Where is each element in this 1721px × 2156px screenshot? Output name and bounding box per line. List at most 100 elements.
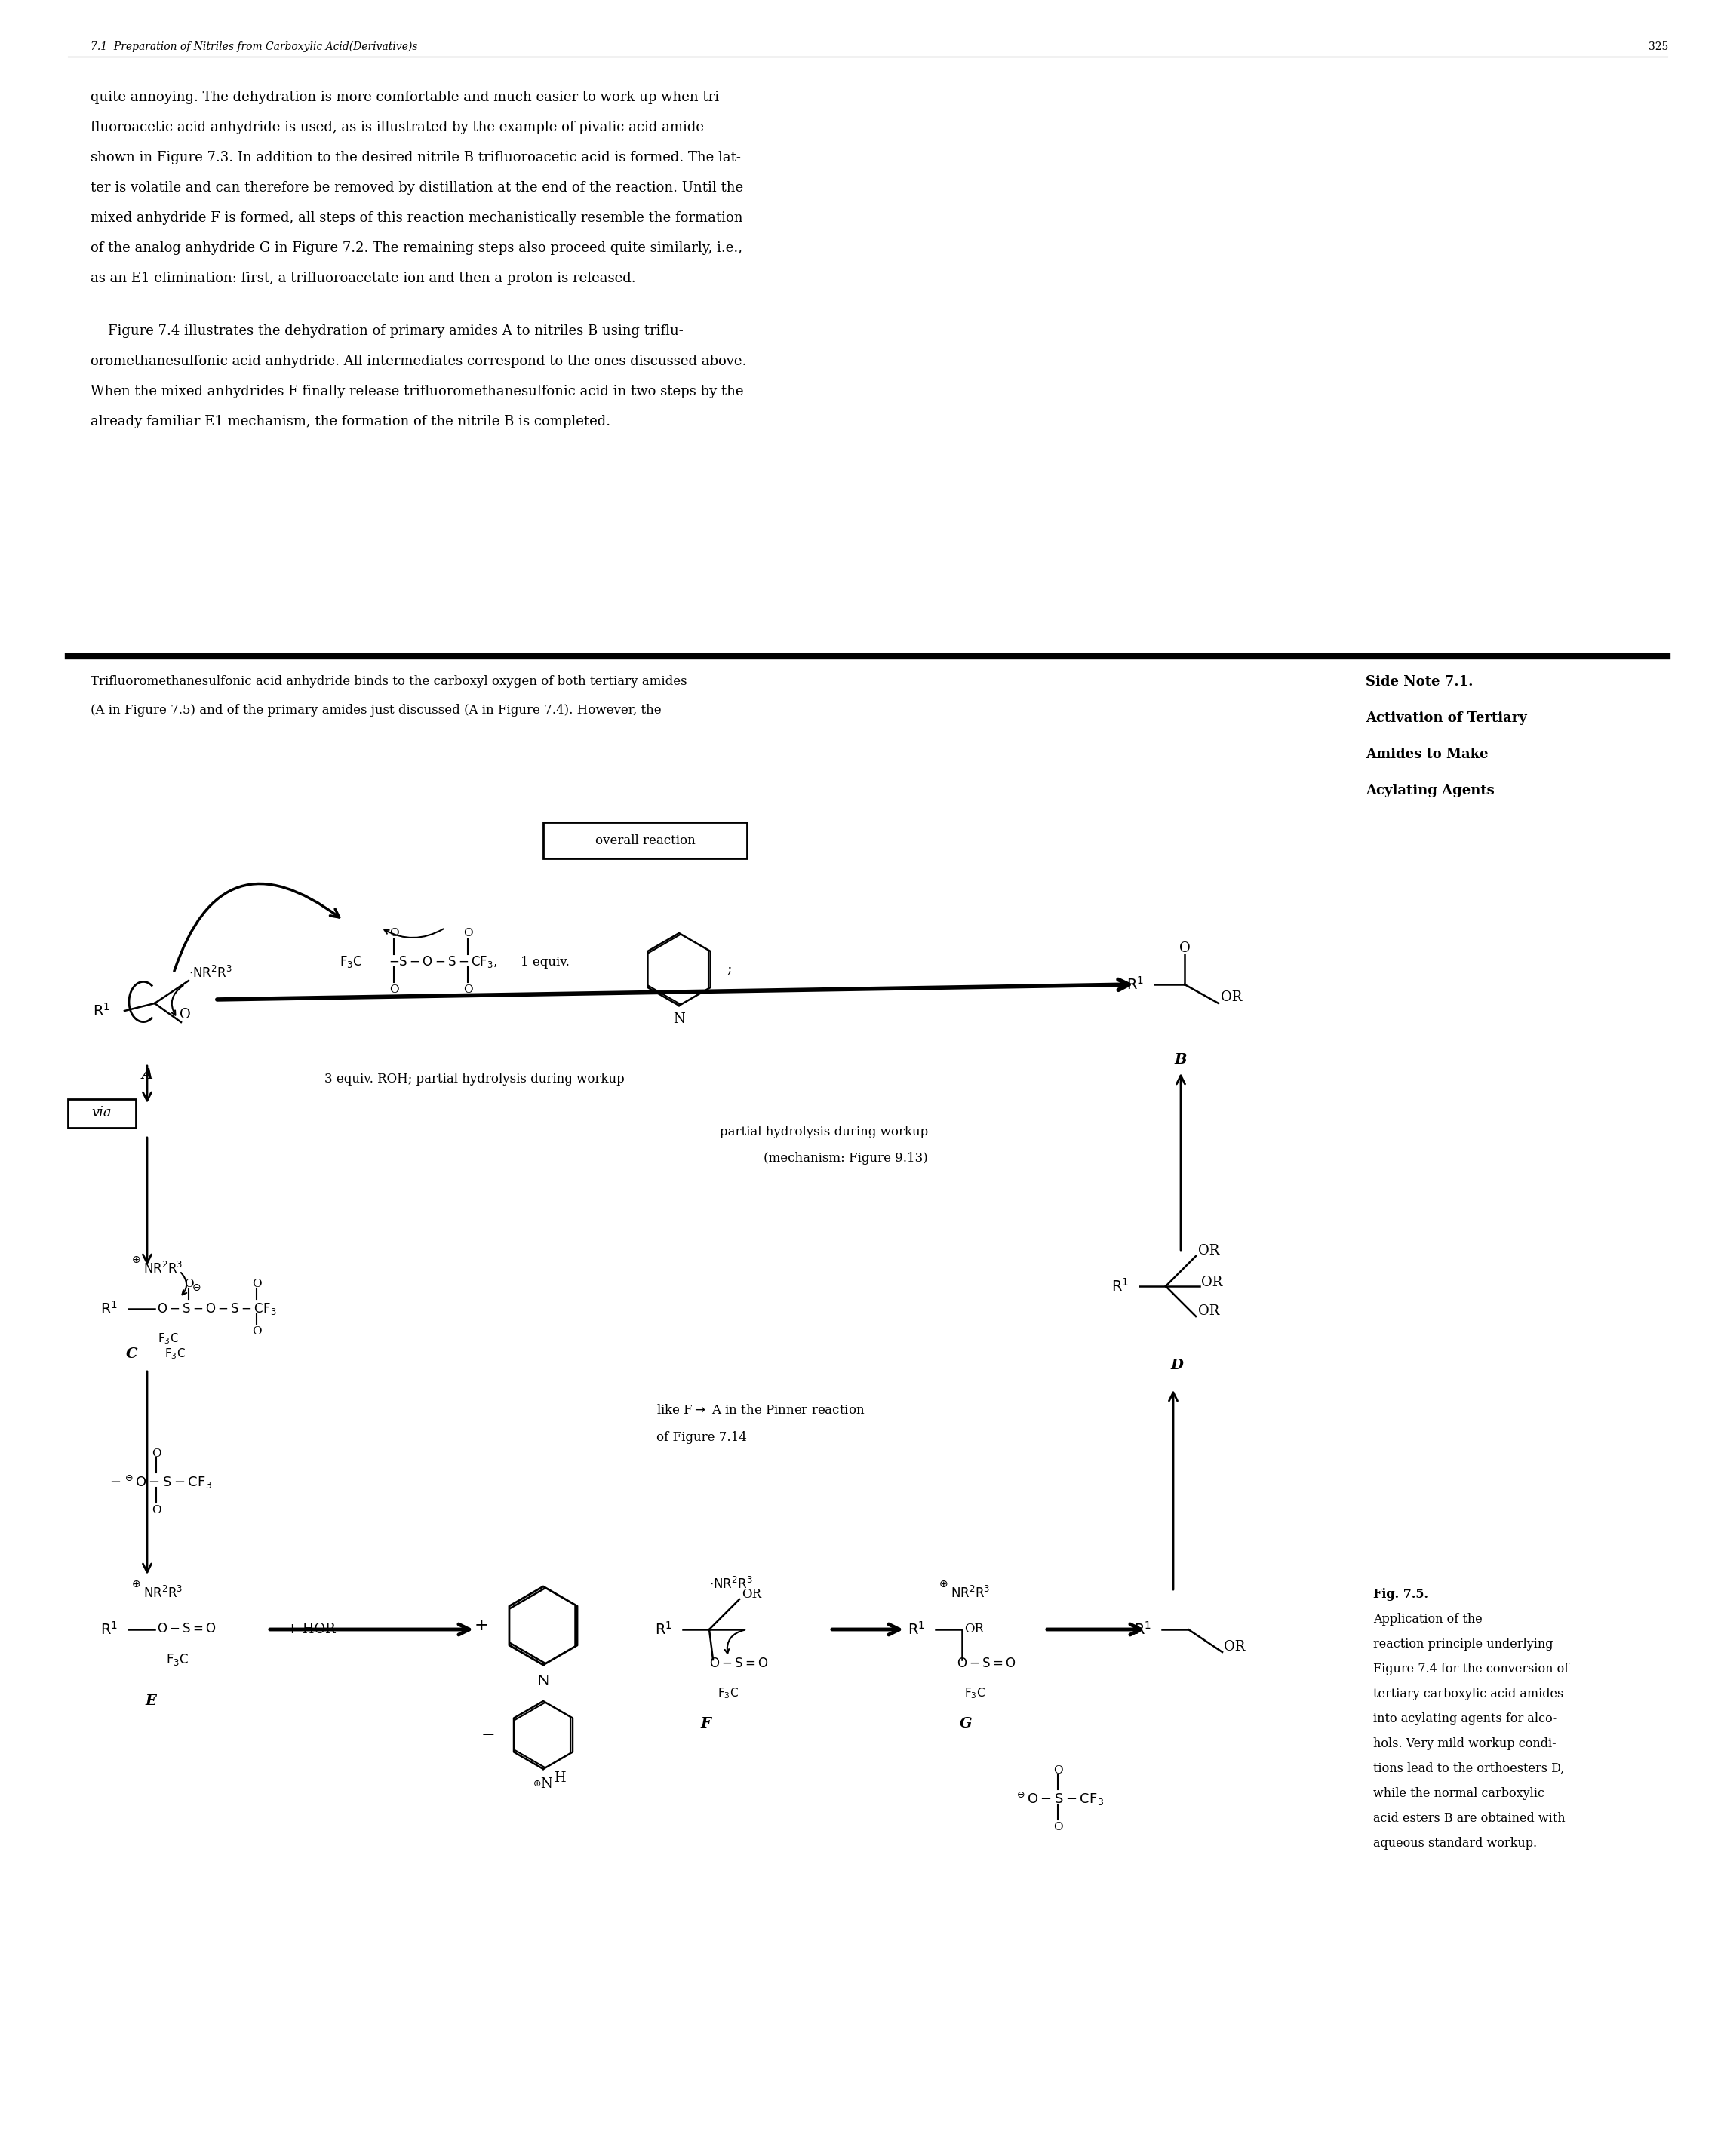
Text: $\mathsf{R^1}$: $\mathsf{R^1}$ (1112, 1279, 1129, 1294)
Text: Trifluoromethanesulfonic acid anhydride binds to the carboxyl oxygen of both ter: Trifluoromethanesulfonic acid anhydride … (91, 675, 687, 688)
Text: as an E1 elimination: first, a trifluoroacetate ion and then a proton is release: as an E1 elimination: first, a trifluoro… (91, 272, 635, 285)
Text: $\mathsf{R}^1$: $\mathsf{R}^1$ (93, 1003, 110, 1020)
Text: like F$\rightarrow$ A in the Pinner reaction: like F$\rightarrow$ A in the Pinner reac… (656, 1404, 866, 1416)
Text: of the analog anhydride G in Figure 7.2. The remaining steps also proceed quite : of the analog anhydride G in Figure 7.2.… (91, 241, 742, 254)
Text: (A in Figure 7.5) and of the primary amides just discussed (A in Figure 7.4). Ho: (A in Figure 7.5) and of the primary ami… (91, 703, 661, 716)
Text: O: O (463, 985, 473, 996)
Text: $\oplus$: $\oplus$ (131, 1255, 141, 1266)
Text: B: B (1174, 1052, 1187, 1067)
Text: C: C (126, 1348, 138, 1360)
Text: fluoroacetic acid anhydride is used, as is illustrated by the example of pivalic: fluoroacetic acid anhydride is used, as … (91, 121, 704, 134)
Text: 325: 325 (1649, 41, 1668, 52)
Text: $\mathsf{F_3C}$: $\mathsf{F_3C}$ (158, 1332, 179, 1345)
Text: acid esters B are obtained with: acid esters B are obtained with (1373, 1811, 1566, 1824)
Text: $\mathsf{NR^2R^3}$: $\mathsf{NR^2R^3}$ (143, 1585, 182, 1600)
Text: $\mathsf{NR^2R^3}$: $\mathsf{NR^2R^3}$ (950, 1585, 990, 1600)
Text: reaction principle underlying: reaction principle underlying (1373, 1639, 1552, 1651)
Text: $\mathsf{F_3C}$: $\mathsf{F_3C}$ (165, 1348, 186, 1360)
Text: O: O (463, 927, 473, 938)
Text: into acylating agents for alco-: into acylating agents for alco- (1373, 1712, 1558, 1725)
Text: (mechanism: Figure 9.13): (mechanism: Figure 9.13) (764, 1151, 928, 1164)
Text: shown in Figure 7.3. In addition to the desired nitrile B trifluoroacetic acid i: shown in Figure 7.3. In addition to the … (91, 151, 740, 164)
Text: $\oplus$: $\oplus$ (534, 1779, 542, 1789)
Text: H: H (554, 1772, 566, 1785)
Text: $\mathsf{F_3C}$: $\mathsf{F_3C}$ (964, 1686, 986, 1701)
Text: $\mathsf{O-S-O-S-CF_3}$: $\mathsf{O-S-O-S-CF_3}$ (157, 1302, 277, 1317)
Text: $\mathsf{R^1}$: $\mathsf{R^1}$ (102, 1300, 119, 1317)
Text: quite annoying. The dehydration is more comfortable and much easier to work up w: quite annoying. The dehydration is more … (91, 91, 723, 103)
Text: already familiar E1 mechanism, the formation of the nitrile B is completed.: already familiar E1 mechanism, the forma… (91, 414, 611, 429)
Text: $\mathsf{-S-O-S-CF_3,}$: $\mathsf{-S-O-S-CF_3,}$ (389, 955, 497, 970)
Text: 3 equiv. ROH; partial hydrolysis during workup: 3 equiv. ROH; partial hydrolysis during … (325, 1072, 625, 1084)
Text: ;: ; (726, 962, 731, 977)
Text: $\mathsf{O-S=O}$: $\mathsf{O-S=O}$ (157, 1623, 217, 1636)
Text: $\oplus$: $\oplus$ (938, 1578, 948, 1589)
Text: Acylating Agents: Acylating Agents (1366, 785, 1494, 798)
Text: O: O (1053, 1766, 1062, 1777)
Text: OR: OR (1201, 1276, 1222, 1289)
Text: +: + (475, 1617, 489, 1634)
Text: OR: OR (742, 1587, 761, 1600)
Text: O: O (251, 1279, 262, 1289)
FancyArrowPatch shape (174, 884, 339, 970)
Text: $^\ominus\mathsf{O-S-CF_3}$: $^\ominus\mathsf{O-S-CF_3}$ (1015, 1792, 1103, 1807)
Text: Side Note 7.1.: Side Note 7.1. (1366, 675, 1473, 688)
Text: OR: OR (1224, 1641, 1244, 1654)
Text: mixed anhydride F is formed, all steps of this reaction mechanistically resemble: mixed anhydride F is formed, all steps o… (91, 211, 743, 224)
Text: tions lead to the orthoesters D,: tions lead to the orthoesters D, (1373, 1761, 1564, 1774)
Text: partial hydrolysis during workup: partial hydrolysis during workup (719, 1125, 928, 1138)
Text: while the normal carboxylic: while the normal carboxylic (1373, 1787, 1544, 1800)
Text: $\mathsf{F_3C}$: $\mathsf{F_3C}$ (339, 955, 363, 970)
Text: $\mathsf{NR^2R^3}$: $\mathsf{NR^2R^3}$ (143, 1261, 182, 1276)
Text: + HOR: + HOR (287, 1623, 336, 1636)
Text: of Figure 7.14: of Figure 7.14 (656, 1432, 747, 1445)
Text: OR: OR (1198, 1244, 1220, 1257)
Text: overall reaction: overall reaction (595, 834, 695, 847)
Text: OR: OR (964, 1623, 984, 1636)
Text: $\mathsf{O-S=O}$: $\mathsf{O-S=O}$ (957, 1658, 1015, 1669)
Text: O: O (389, 927, 399, 938)
Text: $\mathsf{R^1}$: $\mathsf{R^1}$ (1134, 1621, 1151, 1639)
Text: O: O (151, 1505, 162, 1516)
Text: G: G (960, 1716, 972, 1731)
Text: $\mathsf{\cdot NR^2R^3}$: $\mathsf{\cdot NR^2R^3}$ (709, 1576, 752, 1591)
Text: $\mathsf{F_3C}$: $\mathsf{F_3C}$ (718, 1686, 738, 1701)
Text: O: O (1179, 942, 1191, 955)
Text: Activation of Tertiary: Activation of Tertiary (1366, 711, 1527, 724)
Text: N: N (540, 1777, 552, 1792)
Text: OR: OR (1198, 1304, 1220, 1317)
Text: Figure 7.4 illustrates the dehydration of primary amides A to nitriles B using t: Figure 7.4 illustrates the dehydration o… (91, 323, 683, 338)
Text: via: via (91, 1106, 112, 1119)
Text: N: N (673, 1013, 685, 1026)
Text: When the mixed anhydrides F finally release trifluoromethanesulfonic acid in two: When the mixed anhydrides F finally rele… (91, 384, 743, 399)
Bar (544, 821, 747, 858)
Text: O: O (151, 1449, 162, 1460)
Text: $\mathsf{F_3C}$: $\mathsf{F_3C}$ (165, 1651, 189, 1667)
Text: tertiary carboxylic acid amides: tertiary carboxylic acid amides (1373, 1688, 1563, 1701)
Text: E: E (145, 1695, 157, 1708)
Text: $\mathsf{R^1}$: $\mathsf{R^1}$ (1127, 977, 1144, 992)
Text: O: O (179, 1007, 191, 1022)
Text: $\mathsf{R^1}$: $\mathsf{R^1}$ (909, 1621, 926, 1639)
Text: oromethanesulfonic acid anhydride. All intermediates correspond to the ones disc: oromethanesulfonic acid anhydride. All i… (91, 354, 747, 369)
Text: O: O (389, 985, 399, 996)
Text: −: − (482, 1727, 496, 1744)
Bar (67, 1100, 136, 1128)
Text: $\ominus$: $\ominus$ (191, 1283, 201, 1294)
Text: 7.1  Preparation of Nitriles from Carboxylic Acid(Derivative)s: 7.1 Preparation of Nitriles from Carboxy… (91, 41, 418, 52)
Text: 1 equiv.: 1 equiv. (520, 955, 570, 968)
Text: Application of the: Application of the (1373, 1613, 1482, 1626)
Text: Amides to Make: Amides to Make (1366, 748, 1489, 761)
Text: $\mathsf{O-S=O}$: $\mathsf{O-S=O}$ (709, 1658, 769, 1669)
Text: Fig. 7.5.: Fig. 7.5. (1373, 1589, 1428, 1600)
Text: OR: OR (1220, 990, 1243, 1005)
Text: O: O (184, 1279, 193, 1289)
Text: $-\,^\ominus\mathsf{O-S-CF_3}$: $-\,^\ominus\mathsf{O-S-CF_3}$ (110, 1475, 212, 1490)
Text: hols. Very mild workup condi-: hols. Very mild workup condi- (1373, 1738, 1556, 1751)
Text: ter is volatile and can therefore be removed by distillation at the end of the r: ter is volatile and can therefore be rem… (91, 181, 743, 194)
Text: A: A (141, 1067, 153, 1082)
Text: Figure 7.4 for the conversion of: Figure 7.4 for the conversion of (1373, 1662, 1570, 1675)
Text: $\mathsf{R^1}$: $\mathsf{R^1}$ (656, 1621, 673, 1639)
Text: aqueous standard workup.: aqueous standard workup. (1373, 1837, 1537, 1850)
Text: O: O (1053, 1822, 1062, 1833)
